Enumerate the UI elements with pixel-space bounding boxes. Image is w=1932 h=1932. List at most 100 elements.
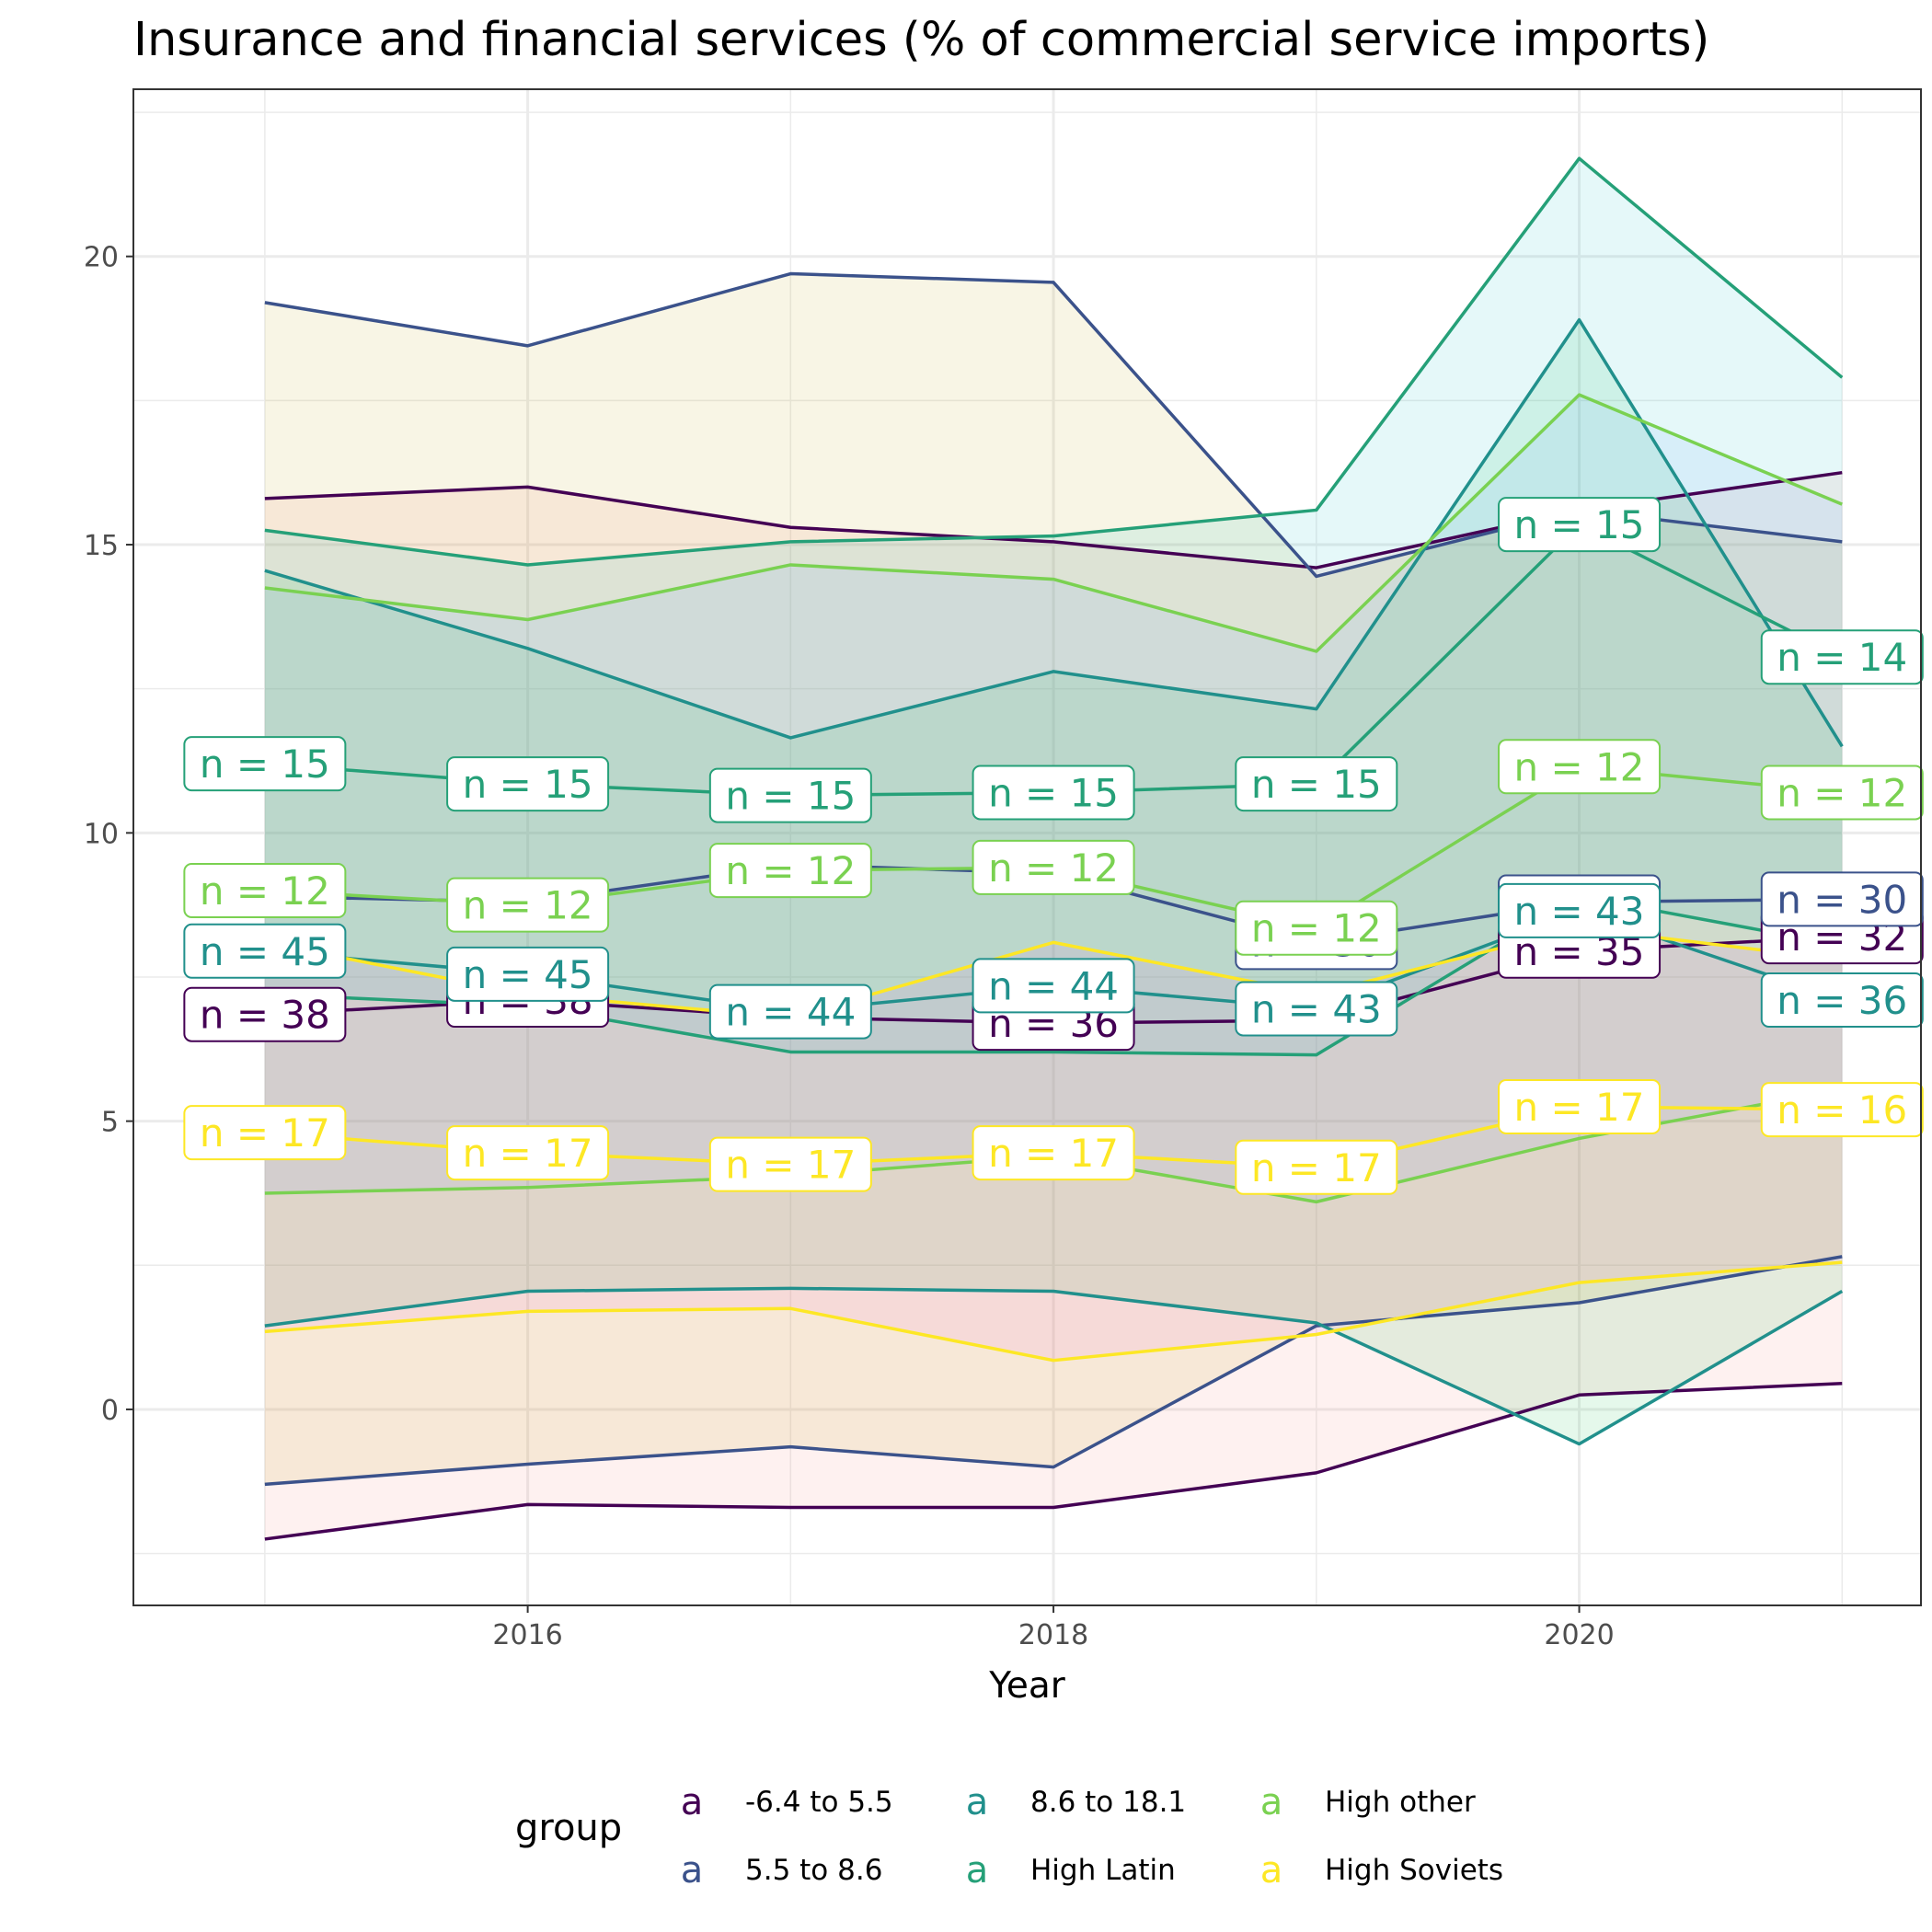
series-line-upper (264, 317, 1844, 748)
count-label: n = 14 (1760, 629, 1924, 685)
count-label: n = 44 (972, 958, 1135, 1014)
count-label-box (1235, 981, 1398, 1037)
y-tick-label: 5 (101, 1107, 119, 1139)
axes: 0 5 10 15 20 2016 2018 2020 (84, 242, 1615, 1651)
legend-label: High Soviets (1325, 1854, 1503, 1887)
count-label-text: n = 45 (200, 929, 330, 974)
count-label-text: n = 15 (1514, 502, 1645, 547)
count-label-box (972, 958, 1135, 1014)
count-label-box (1498, 1078, 1662, 1134)
count-label-text: n = 17 (1251, 1145, 1382, 1190)
count-label-text: n = 14 (1777, 635, 1907, 680)
legend: group a -6.4 to 5.5 a 5.5 to 8.6 a 8.6 to 18.… (515, 1781, 1503, 1892)
legend-key: a (966, 1849, 989, 1892)
count-label-text: n = 12 (1514, 744, 1645, 789)
count-label-text: n = 17 (463, 1131, 593, 1176)
count-label-box (183, 923, 347, 979)
count-label-box (1760, 765, 1924, 821)
count-label-text: n = 12 (200, 868, 330, 914)
count-label: n = 15 (708, 767, 872, 823)
count-label-box (1498, 882, 1662, 938)
count-label-box (446, 756, 610, 812)
count-label-text: n = 12 (1251, 906, 1382, 951)
count-label: n = 12 (708, 843, 872, 899)
count-label-text: n = 12 (725, 848, 856, 893)
count-label-text: n = 43 (1251, 986, 1382, 1031)
count-label-box (183, 736, 347, 792)
count-label: n = 44 (708, 983, 872, 1040)
count-label: n = 45 (183, 923, 347, 979)
count-label-text: n = 12 (1777, 770, 1907, 815)
count-label-text: n = 17 (988, 1131, 1119, 1176)
count-label-box (708, 843, 872, 899)
y-tick-label: 15 (84, 530, 119, 562)
count-label-text: n = 12 (463, 883, 593, 928)
y-tick-label: 20 (84, 242, 119, 274)
x-tick-label: 2018 (1018, 1619, 1088, 1651)
count-label: n = 45 (446, 946, 610, 1002)
count-label-text: n = 17 (725, 1143, 856, 1188)
legend-label: High Latin (1030, 1854, 1176, 1887)
count-labels: n = 38n = 38n = 36n = 35n = 32n = 30n = … (183, 497, 1924, 1195)
chart-title: Insurance and financial services (% of c… (133, 13, 1709, 67)
count-label-text: n = 12 (988, 845, 1119, 891)
panel-border (132, 88, 1922, 1606)
count-label-text: n = 15 (1251, 762, 1382, 807)
legend-key: a (681, 1781, 704, 1823)
count-label-box (446, 946, 610, 1002)
count-label: n = 15 (1235, 756, 1398, 812)
count-label-text: n = 15 (725, 774, 856, 819)
count-label-text: n = 43 (1514, 889, 1645, 934)
count-label: n = 17 (972, 1125, 1135, 1181)
x-tick-label: 2016 (492, 1619, 562, 1651)
count-label: n = 15 (1498, 497, 1662, 553)
count-label-box (1498, 497, 1662, 553)
y-tick-label: 0 (101, 1395, 119, 1427)
count-label-box (1760, 629, 1924, 685)
x-axis-title: Year (988, 1665, 1066, 1707)
count-label-text: n = 38 (200, 993, 330, 1038)
count-label: n = 43 (1498, 882, 1662, 938)
count-label: n = 17 (1498, 1078, 1662, 1134)
count-label-box (972, 839, 1135, 895)
count-label-text: n = 17 (200, 1110, 330, 1156)
count-label: n = 12 (972, 839, 1135, 895)
legend-label: 8.6 to 18.1 (1030, 1786, 1186, 1819)
count-label-text: n = 17 (1514, 1085, 1645, 1130)
count-label: n = 38 (183, 986, 347, 1042)
count-label-box (446, 877, 610, 933)
count-label-text: n = 16 (1777, 1087, 1907, 1133)
count-label-text: n = 44 (988, 963, 1119, 1008)
count-label: n = 36 (1760, 972, 1924, 1029)
count-label: n = 15 (972, 765, 1135, 821)
count-label: n = 12 (1760, 765, 1924, 821)
count-label-box (708, 767, 872, 823)
legend-label: 5.5 to 8.6 (745, 1854, 882, 1887)
count-label: n = 30 (1760, 871, 1924, 927)
count-label-text: n = 44 (725, 990, 856, 1035)
count-label-box (446, 1125, 610, 1181)
count-label-text: n = 15 (988, 770, 1119, 815)
series-line-lower (264, 1260, 1843, 1363)
count-label-text: n = 30 (1777, 877, 1907, 922)
count-label-box (1760, 1082, 1924, 1138)
y-tick-label: 10 (84, 818, 119, 850)
count-label: n = 12 (1235, 900, 1398, 956)
count-label-text: n = 45 (463, 952, 593, 997)
series-line-upper (264, 156, 1844, 567)
legend-key: a (1260, 1849, 1283, 1892)
legend-key: a (966, 1781, 989, 1823)
count-label-box (1760, 871, 1924, 927)
count-label: n = 15 (446, 756, 610, 812)
count-label: n = 12 (183, 862, 347, 918)
legend-label: High other (1325, 1786, 1476, 1819)
series-line-lower (264, 1382, 1843, 1541)
count-label: n = 17 (708, 1136, 872, 1192)
count-label: n = 17 (1235, 1139, 1398, 1195)
ribbon (264, 158, 1843, 1055)
count-label-box (183, 986, 347, 1042)
count-label: n = 17 (446, 1125, 610, 1181)
legend-title: group (515, 1807, 622, 1849)
count-label: n = 43 (1235, 981, 1398, 1037)
